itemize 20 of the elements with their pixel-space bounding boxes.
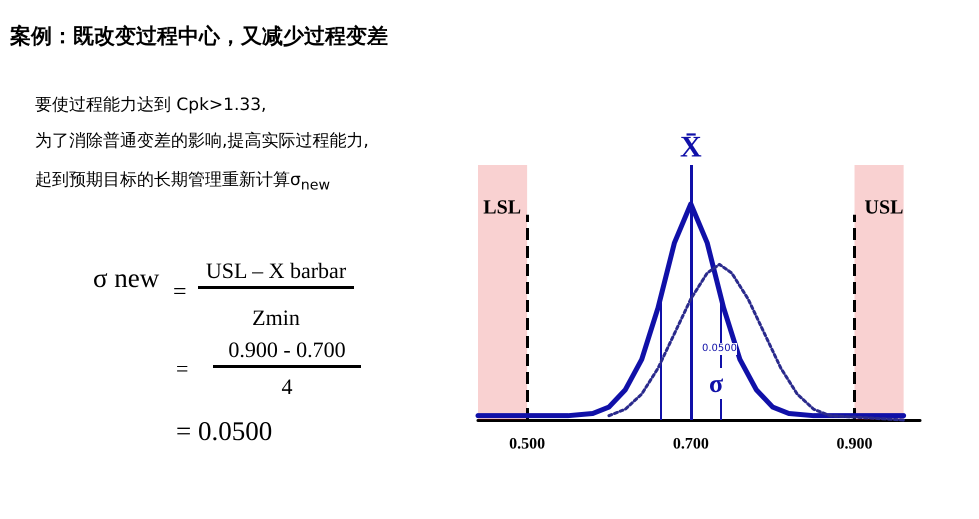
text: σ new bbox=[93, 262, 160, 294]
text: = bbox=[173, 278, 187, 307]
text: 要使过程能力达到 Cpk>1.33, bbox=[35, 95, 266, 116]
annotation: σ bbox=[709, 368, 724, 400]
text: Zmin bbox=[251, 305, 301, 332]
text: 0.900 - 0.700 bbox=[213, 337, 361, 368]
annotation: 0.0500 bbox=[702, 343, 737, 355]
x-tick-label: 0.900 bbox=[836, 436, 873, 452]
text: 案例：既改变过程中心，又减少过程变差 bbox=[10, 23, 388, 50]
ref-line-label: USL bbox=[864, 196, 904, 219]
ref-line-label: LSL bbox=[483, 196, 522, 219]
text: = bbox=[176, 356, 188, 382]
text: = 0.0500 bbox=[176, 415, 272, 448]
ref-line-label: X̄ bbox=[680, 130, 702, 164]
text: 4 bbox=[280, 374, 294, 400]
text: 为了消除普通变差的影响,提高实际过程能力, bbox=[35, 131, 369, 152]
x-tick-label: 0.700 bbox=[672, 436, 709, 452]
text: 起到预期目标的长期管理重新计算σ$_{new}$ bbox=[35, 170, 330, 194]
x-tick-label: 0.500 bbox=[509, 436, 546, 452]
text: USL – X barbar bbox=[198, 258, 354, 290]
